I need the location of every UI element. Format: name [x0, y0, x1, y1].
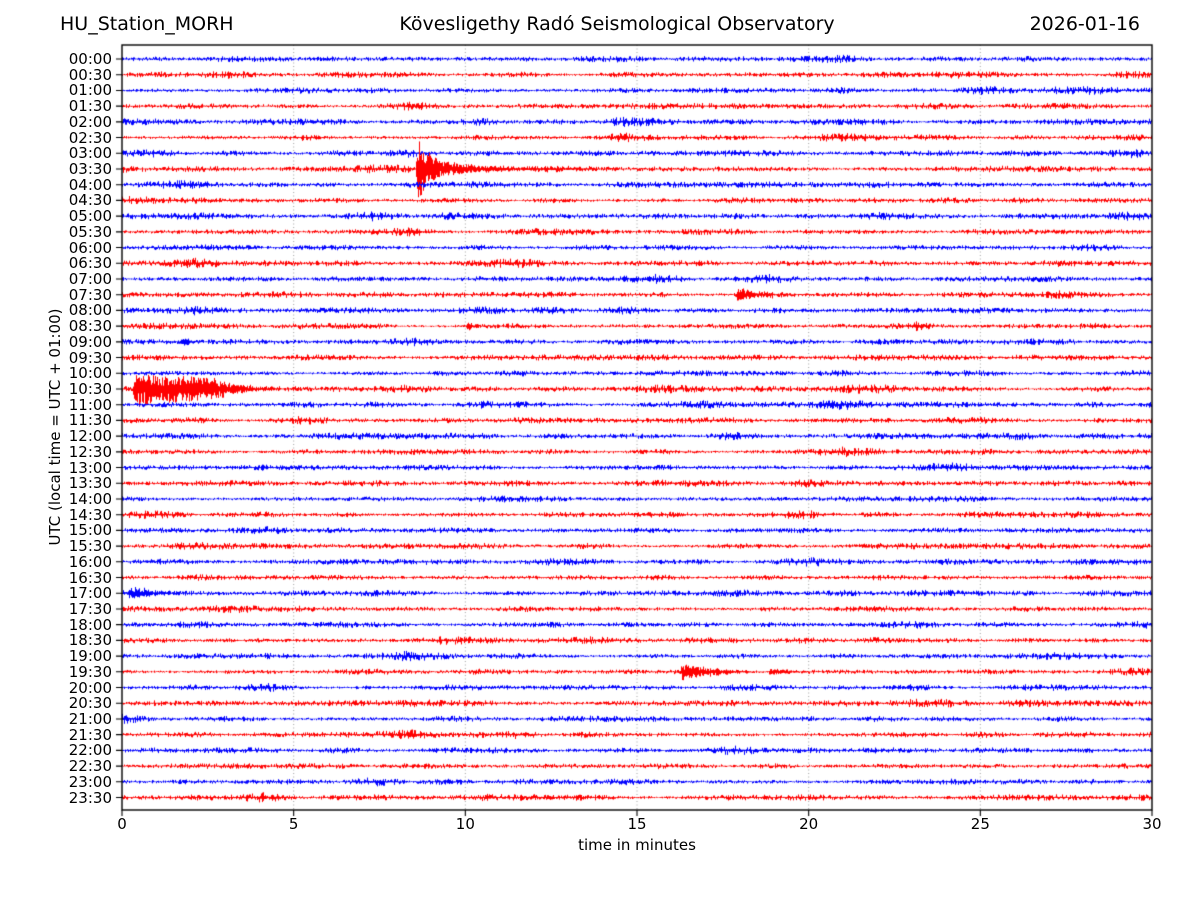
utc-row-label: 14:30	[68, 505, 112, 524]
utc-row-label: 07:00	[68, 269, 112, 288]
utc-row-label: 13:00	[68, 458, 112, 477]
utc-row-label: 01:00	[68, 81, 112, 100]
utc-row-label: 20:30	[68, 694, 112, 713]
y-axis-title: UTC (local time = UTC + 01:00)	[46, 308, 64, 546]
utc-row-label: 10:00	[68, 364, 112, 383]
utc-row-label: 00:30	[68, 65, 112, 84]
utc-row-label: 03:00	[68, 144, 112, 163]
utc-row-label: 11:00	[68, 395, 112, 414]
x-axis-title: time in minutes	[578, 836, 696, 854]
utc-row-label: 20:00	[68, 678, 112, 697]
utc-row-label: 17:00	[68, 584, 112, 603]
utc-row-label: 19:00	[68, 647, 112, 666]
utc-row-label: 07:30	[68, 285, 112, 304]
utc-row-label: 23:00	[68, 772, 112, 791]
utc-row-label: 22:30	[68, 757, 112, 776]
utc-row-label: 00:00	[68, 50, 112, 68]
utc-row-label: 08:00	[68, 301, 112, 320]
utc-row-label: 06:30	[68, 254, 112, 273]
utc-row-label: 06:00	[68, 238, 112, 257]
utc-row-label: 08:30	[68, 317, 112, 336]
utc-row-label: 09:30	[68, 348, 112, 367]
utc-row-label: 04:30	[68, 191, 112, 210]
utc-row-label: 23:30	[68, 788, 112, 807]
utc-row-label: 05:30	[68, 222, 112, 241]
utc-row-label: 12:00	[68, 427, 112, 446]
utc-row-label: 21:30	[68, 725, 112, 744]
utc-row-label: 09:00	[68, 332, 112, 351]
utc-row-label: 04:00	[68, 175, 112, 194]
utc-row-label: 03:30	[68, 159, 112, 178]
utc-row-label: 18:30	[68, 631, 112, 650]
utc-row-label: 12:30	[68, 442, 112, 461]
utc-row-label: 01:30	[68, 97, 112, 116]
utc-row-label: 15:30	[68, 537, 112, 556]
utc-row-label: 17:30	[68, 599, 112, 618]
utc-time-axis-labels: 00:00 00:30 01:00 01:30 02:00 02:30 03:00 03:30…	[0, 0, 112, 900]
utc-row-label: 18:00	[68, 615, 112, 634]
utc-row-label: 05:00	[68, 207, 112, 226]
utc-row-label: 16:30	[68, 568, 112, 587]
utc-row-label: 02:30	[68, 128, 112, 147]
utc-row-label: 11:30	[68, 411, 112, 430]
utc-row-label: 22:00	[68, 741, 112, 760]
utc-row-label: 15:00	[68, 521, 112, 540]
utc-row-label: 10:30	[68, 379, 112, 398]
utc-row-label: 19:30	[68, 662, 112, 681]
utc-row-label: 21:00	[68, 709, 112, 728]
utc-row-label: 14:00	[68, 489, 112, 508]
utc-row-label: 16:00	[68, 552, 112, 571]
utc-row-label: 02:00	[68, 112, 112, 131]
utc-row-label: 13:30	[68, 474, 112, 493]
